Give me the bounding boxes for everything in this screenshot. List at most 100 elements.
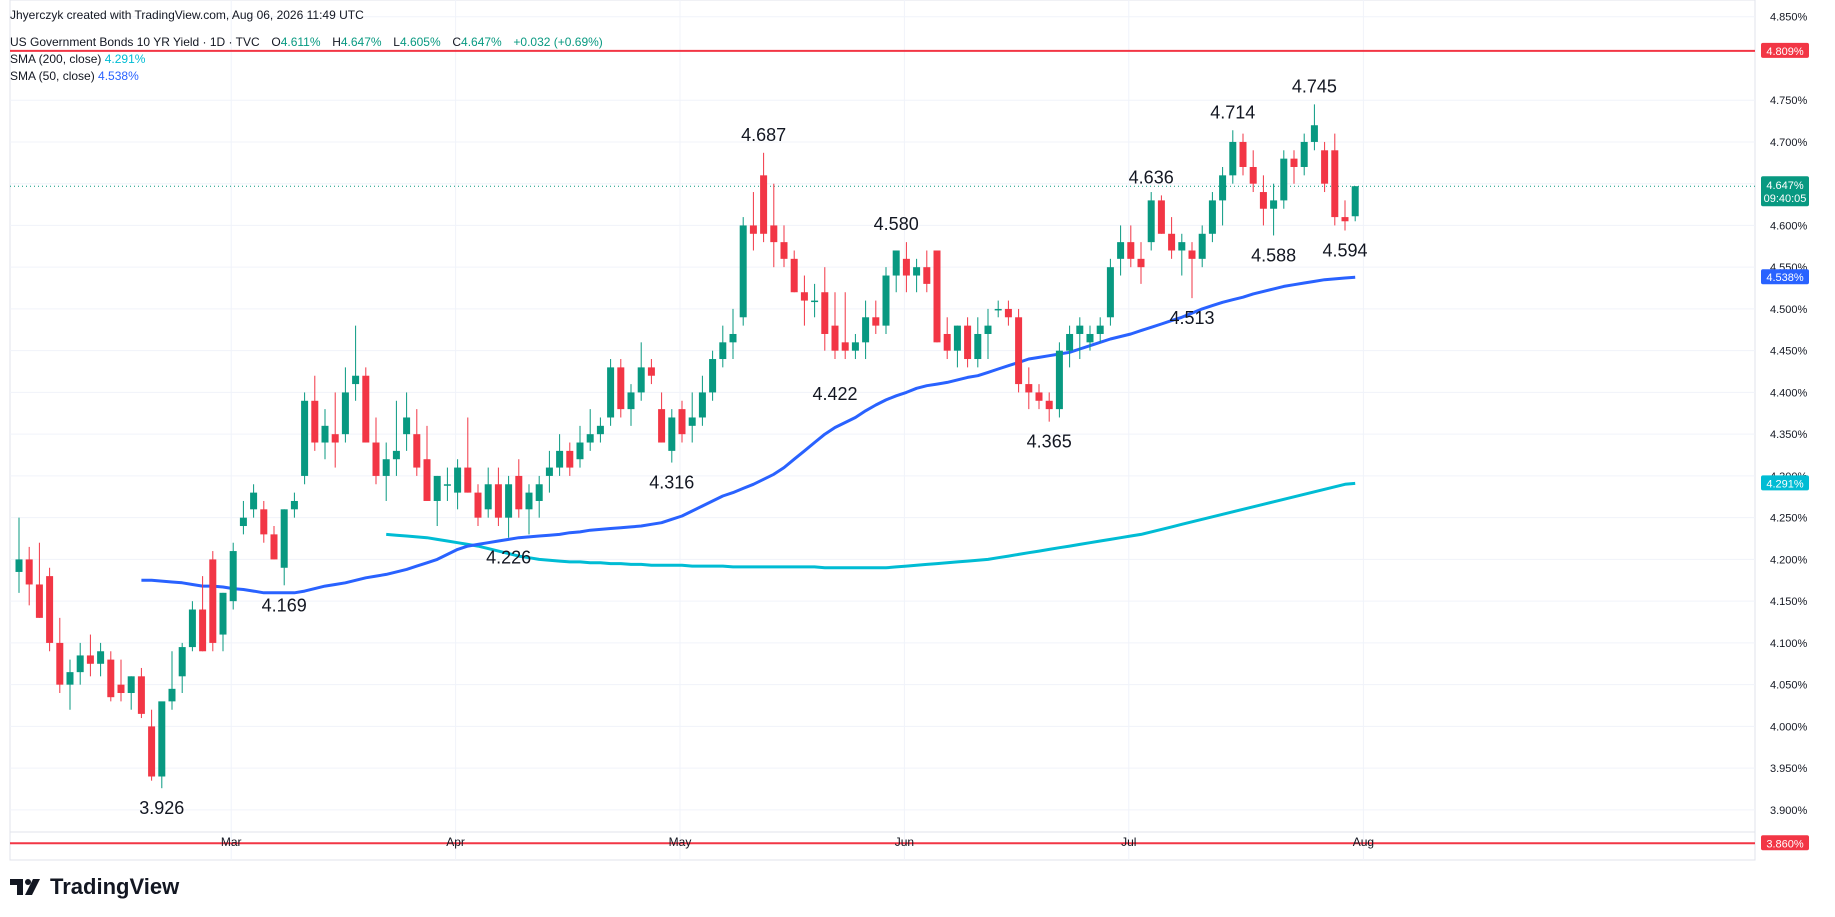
- candle-body: [1086, 333, 1094, 343]
- candle-body: [953, 325, 961, 351]
- candle-body: [1270, 200, 1278, 209]
- candle-body: [464, 467, 472, 493]
- price-tick-label: 4.750%: [1770, 95, 1808, 107]
- sma-price-tag: 4.291%: [1766, 478, 1804, 490]
- candle-body: [107, 659, 115, 698]
- candle-body: [617, 367, 625, 410]
- candle-body: [698, 392, 706, 418]
- candle-body: [902, 258, 910, 276]
- tradingview-logo-text: TradingView: [50, 874, 180, 899]
- candle-body: [209, 559, 217, 643]
- candle-body: [66, 672, 74, 685]
- candle-body: [168, 688, 176, 702]
- candle-body: [15, 559, 23, 572]
- price-tick-label: 4.700%: [1770, 137, 1808, 149]
- candle-body: [1188, 250, 1196, 259]
- candle-body: [760, 175, 768, 234]
- candle-body: [637, 367, 645, 393]
- candle-body: [586, 434, 594, 443]
- candle-body: [1076, 325, 1084, 334]
- sma50-legend[interactable]: SMA (50, close) 4.538%: [10, 69, 139, 83]
- candle-body: [821, 292, 829, 334]
- candle-body: [668, 417, 676, 451]
- candle-body: [1300, 141, 1308, 167]
- price-tick-label: 4.200%: [1770, 554, 1808, 566]
- symbol-title: US Government Bonds 10 YR Yield · 1D · T…: [10, 35, 260, 49]
- candle-body: [535, 484, 543, 501]
- candle-body: [627, 392, 635, 410]
- price-annotation: 4.169: [262, 595, 307, 615]
- price-tick-label: 4.400%: [1770, 387, 1808, 399]
- horizontal-line-label: 4.809%: [1766, 46, 1804, 58]
- price-annotation: 4.714: [1210, 102, 1255, 122]
- candle-body: [362, 375, 370, 443]
- price-annotation: 4.365: [1027, 432, 1072, 452]
- candle-body: [800, 292, 808, 301]
- candle-body: [749, 225, 757, 234]
- candle-body: [97, 651, 105, 664]
- candle-body: [719, 342, 727, 360]
- candle-body: [882, 275, 890, 326]
- candle-body: [1066, 333, 1074, 351]
- candle-body: [1249, 166, 1257, 184]
- sma200-line: [386, 481, 1356, 570]
- candle-body: [178, 647, 186, 677]
- price-annotation: 4.513: [1169, 308, 1214, 328]
- sma200-label: SMA (200, close): [10, 52, 102, 66]
- candle-body: [1025, 384, 1033, 393]
- close-label: C: [452, 35, 462, 49]
- candle-body: [1321, 150, 1329, 184]
- candle-body: [862, 317, 870, 343]
- time-tick-label: Mar: [221, 835, 242, 849]
- price-annotation: 4.588: [1251, 245, 1296, 265]
- candle-body: [892, 250, 900, 276]
- candle-body: [505, 484, 513, 518]
- candle-body: [1178, 242, 1186, 251]
- candle-body: [117, 684, 125, 694]
- candle-body: [1157, 200, 1165, 234]
- candle-body: [851, 342, 859, 351]
- candle-body: [1208, 200, 1216, 234]
- candle-body: [1219, 175, 1227, 201]
- candle-body: [841, 342, 849, 351]
- price-annotation: 4.316: [649, 473, 694, 493]
- candle-body: [86, 655, 94, 664]
- sma50-value: 4.538%: [98, 69, 139, 83]
- candle-body: [1280, 158, 1288, 201]
- candle-body: [46, 576, 54, 643]
- candle-body: [515, 475, 523, 510]
- tradingview-logo[interactable]: TradingView: [10, 874, 179, 900]
- candle-body: [596, 425, 604, 435]
- candle-body: [270, 534, 278, 560]
- time-tick-label: Jun: [895, 835, 914, 849]
- candle-body: [280, 509, 288, 568]
- candle-body: [1331, 150, 1339, 218]
- candle-body: [780, 242, 788, 259]
- price-tick-label: 4.100%: [1770, 638, 1808, 650]
- candle-body: [127, 676, 135, 694]
- candle-body: [321, 425, 329, 443]
- candle-body: [831, 325, 839, 351]
- candle-body: [250, 492, 258, 510]
- price-tick-label: 3.900%: [1770, 805, 1808, 817]
- candle-body: [790, 258, 798, 293]
- open-value: 4.611%: [280, 35, 321, 49]
- price-annotation: 4.594: [1322, 240, 1367, 260]
- sma200-legend[interactable]: SMA (200, close) 4.291%: [10, 52, 145, 66]
- time-tick-label: May: [669, 835, 692, 849]
- candle-body: [729, 333, 737, 343]
- candle-body: [964, 325, 972, 360]
- candle-body: [1259, 192, 1267, 209]
- horizontal-line-label-bg: [1761, 835, 1809, 851]
- candle-body: [219, 592, 227, 635]
- candle-body: [56, 642, 64, 685]
- annotations: 3.926 4.169 4.226 4.316 4.687 4.422 4.580 4.365…: [139, 76, 1367, 818]
- moving-averages: [141, 275, 1356, 595]
- price-tick-label: 3.950%: [1770, 763, 1808, 775]
- candle-body: [433, 475, 441, 501]
- symbol-legend[interactable]: US Government Bonds 10 YR Yield · 1D · T…: [10, 35, 603, 49]
- candle-body: [1290, 158, 1298, 167]
- candle-body: [454, 467, 462, 493]
- candle-body: [1096, 325, 1104, 334]
